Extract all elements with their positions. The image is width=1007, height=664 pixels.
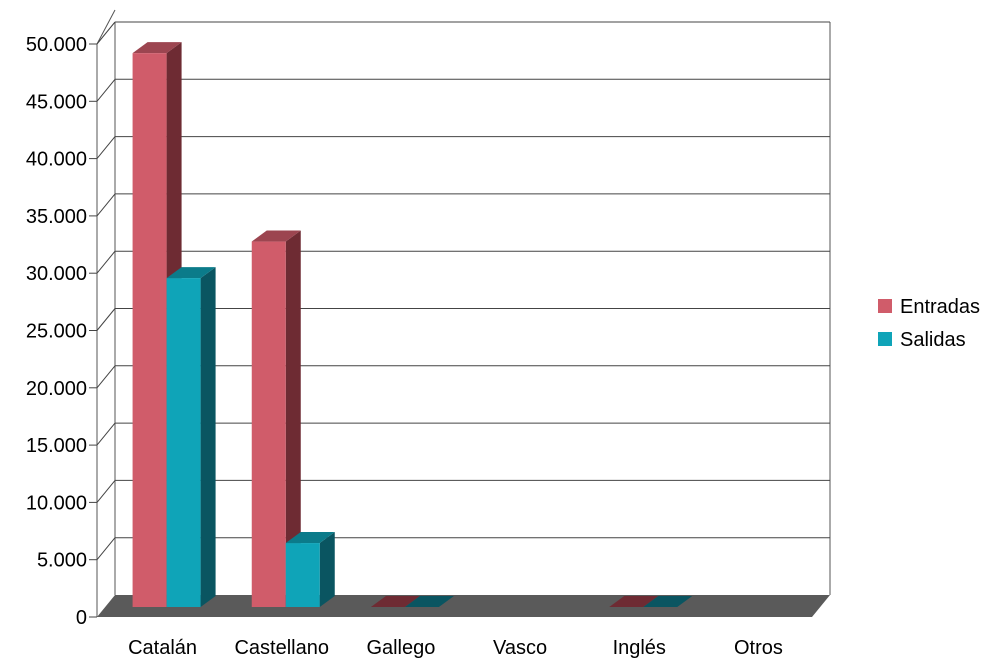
bar-top: [132, 42, 182, 54]
y-tick-label: 40.000: [26, 149, 87, 171]
legend-swatch: [878, 332, 892, 346]
x-tick-label: Inglés: [613, 637, 666, 659]
x-tick-label: Castellano: [234, 637, 329, 659]
bar-top: [609, 596, 659, 607]
bar: [285, 532, 335, 607]
y-tick-label: 35.000: [26, 206, 87, 228]
legend-swatch: [878, 299, 892, 313]
y-tick-label: 45.000: [26, 91, 87, 113]
y-tick-label: 5.000: [37, 550, 87, 572]
bar: [404, 596, 454, 607]
y-tick-label: 50.000: [26, 34, 87, 56]
x-tick-label: Catalán: [128, 637, 197, 659]
bar-top: [166, 267, 216, 279]
bar: [251, 230, 301, 607]
gridline-side: [96, 136, 116, 159]
legend-label: Salidas: [900, 329, 966, 351]
gridline-side: [96, 21, 116, 45]
y-tick-label: 0: [76, 607, 87, 629]
bar-top: [370, 596, 420, 607]
gridline-side: [96, 365, 116, 389]
x-tick-label: Otros: [734, 637, 783, 659]
bar-top: [285, 532, 335, 544]
x-tick-label: Vasco: [493, 637, 547, 659]
gridline-side: [96, 193, 116, 217]
bar-side: [319, 532, 335, 607]
y-tick-label: 20.000: [26, 378, 87, 400]
y-tick-label: 10.000: [26, 492, 87, 514]
bar-front: [166, 278, 201, 607]
bar-side: [285, 230, 301, 607]
bar: [643, 596, 693, 607]
y-axis-tick-labels: 0 5.000 10.000 15.000 20.000 25.000 30.000 35.0…: [26, 34, 87, 629]
bar-front: [132, 53, 167, 607]
y-tick-label: 25.000: [26, 321, 87, 343]
gridlines: [89, 21, 830, 618]
y-tick-label: 30.000: [26, 263, 87, 285]
legend: Entradas Salidas: [878, 296, 980, 351]
gridline-side: [96, 250, 116, 274]
bar: [166, 267, 216, 607]
bar: [609, 596, 659, 607]
bar: [370, 596, 420, 607]
x-tick-label: Gallego: [366, 637, 435, 659]
gridline-side: [96, 308, 116, 331]
gridline-side: [96, 537, 116, 561]
gridline-side: [96, 78, 116, 102]
bars: [132, 42, 693, 607]
bar-side: [200, 267, 216, 607]
y-tick-label: 15.000: [26, 435, 87, 457]
gridline-side: [96, 480, 116, 503]
bar-top: [404, 596, 454, 607]
bar-top: [251, 230, 301, 242]
x-axis-tick-labels: Catalán Castellano Gallego Vasco Inglés Otros: [128, 637, 783, 659]
side-wall-top-edge: [96, 9, 116, 45]
bar-top: [643, 596, 693, 607]
bar-front: [251, 241, 286, 607]
legend-label: Entradas: [900, 296, 980, 318]
bar-front: [285, 543, 320, 607]
gridline-side: [96, 422, 116, 446]
